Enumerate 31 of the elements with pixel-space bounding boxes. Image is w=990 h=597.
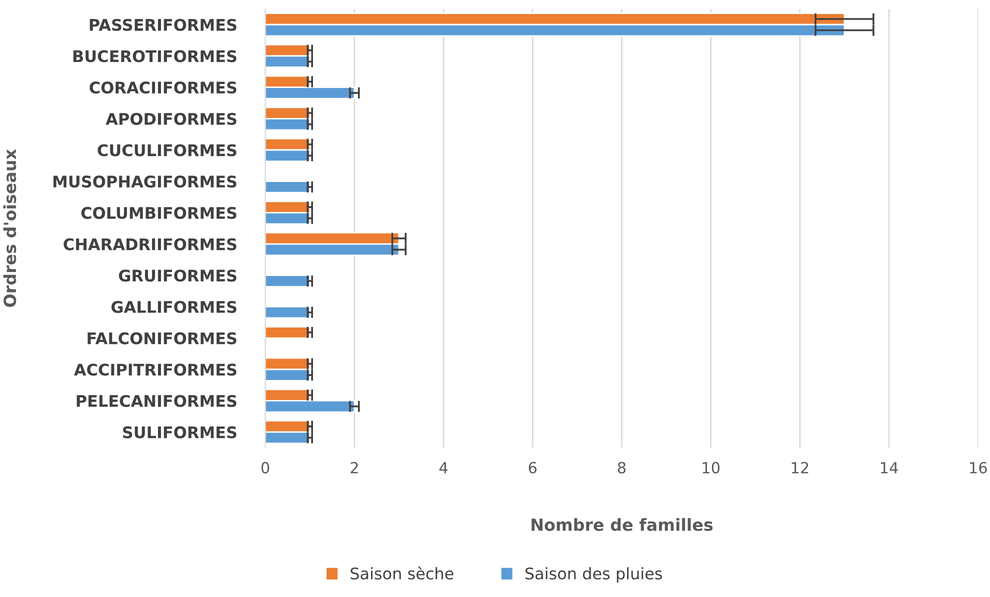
y-tick-label: FALCONIFORMES — [88, 332, 236, 344]
y-tick-label: GRUIFORMES — [118, 270, 236, 282]
y-tick-label: ACCIPITRIFORMES — [74, 364, 236, 376]
legend-label: Saison des pluies — [525, 567, 662, 583]
x-tick-label: 4 — [439, 462, 448, 474]
bar — [265, 326, 311, 339]
y-tick-label: PELECANIFORMES — [76, 394, 236, 408]
x-tick-label: 6 — [528, 462, 537, 474]
bar — [265, 306, 311, 319]
y-tick-label: CHARADRIIFORMES — [64, 238, 236, 250]
bar — [265, 274, 311, 288]
y-tick-label: SULIFORMES — [123, 426, 236, 438]
y-tick-label: CORACIIFORMES — [90, 82, 236, 94]
y-tick-label: PASSERIFORMES — [90, 18, 236, 31]
y-tick-label: COLUMBIFORMES — [81, 206, 236, 219]
bar — [265, 180, 311, 194]
x-tick-label: 0 — [261, 462, 270, 474]
y-tick-label: BUCEROTIFORMES — [73, 50, 236, 62]
y-tick-label: MUSOPHAGIFORMES — [53, 176, 236, 188]
x-tick-label: 16 — [970, 462, 987, 474]
x-tick-label: 8 — [618, 462, 626, 474]
x-tick-label: 12 — [792, 462, 808, 474]
legend-label: Saison sèche — [350, 566, 454, 580]
y-axis-title: Ordres d'oiseaux — [3, 149, 16, 307]
y-tick-label: CUCULIFORMES — [98, 144, 236, 156]
y-tick-label: APODIFORMES — [106, 112, 236, 125]
x-axis-title: Nombre de familles — [532, 518, 713, 531]
x-tick-label: 2 — [350, 462, 358, 474]
x-tick-label: 14 — [880, 462, 898, 474]
y-tick-label: GALLIFORMES — [111, 300, 236, 314]
x-tick-label: 10 — [702, 462, 720, 474]
